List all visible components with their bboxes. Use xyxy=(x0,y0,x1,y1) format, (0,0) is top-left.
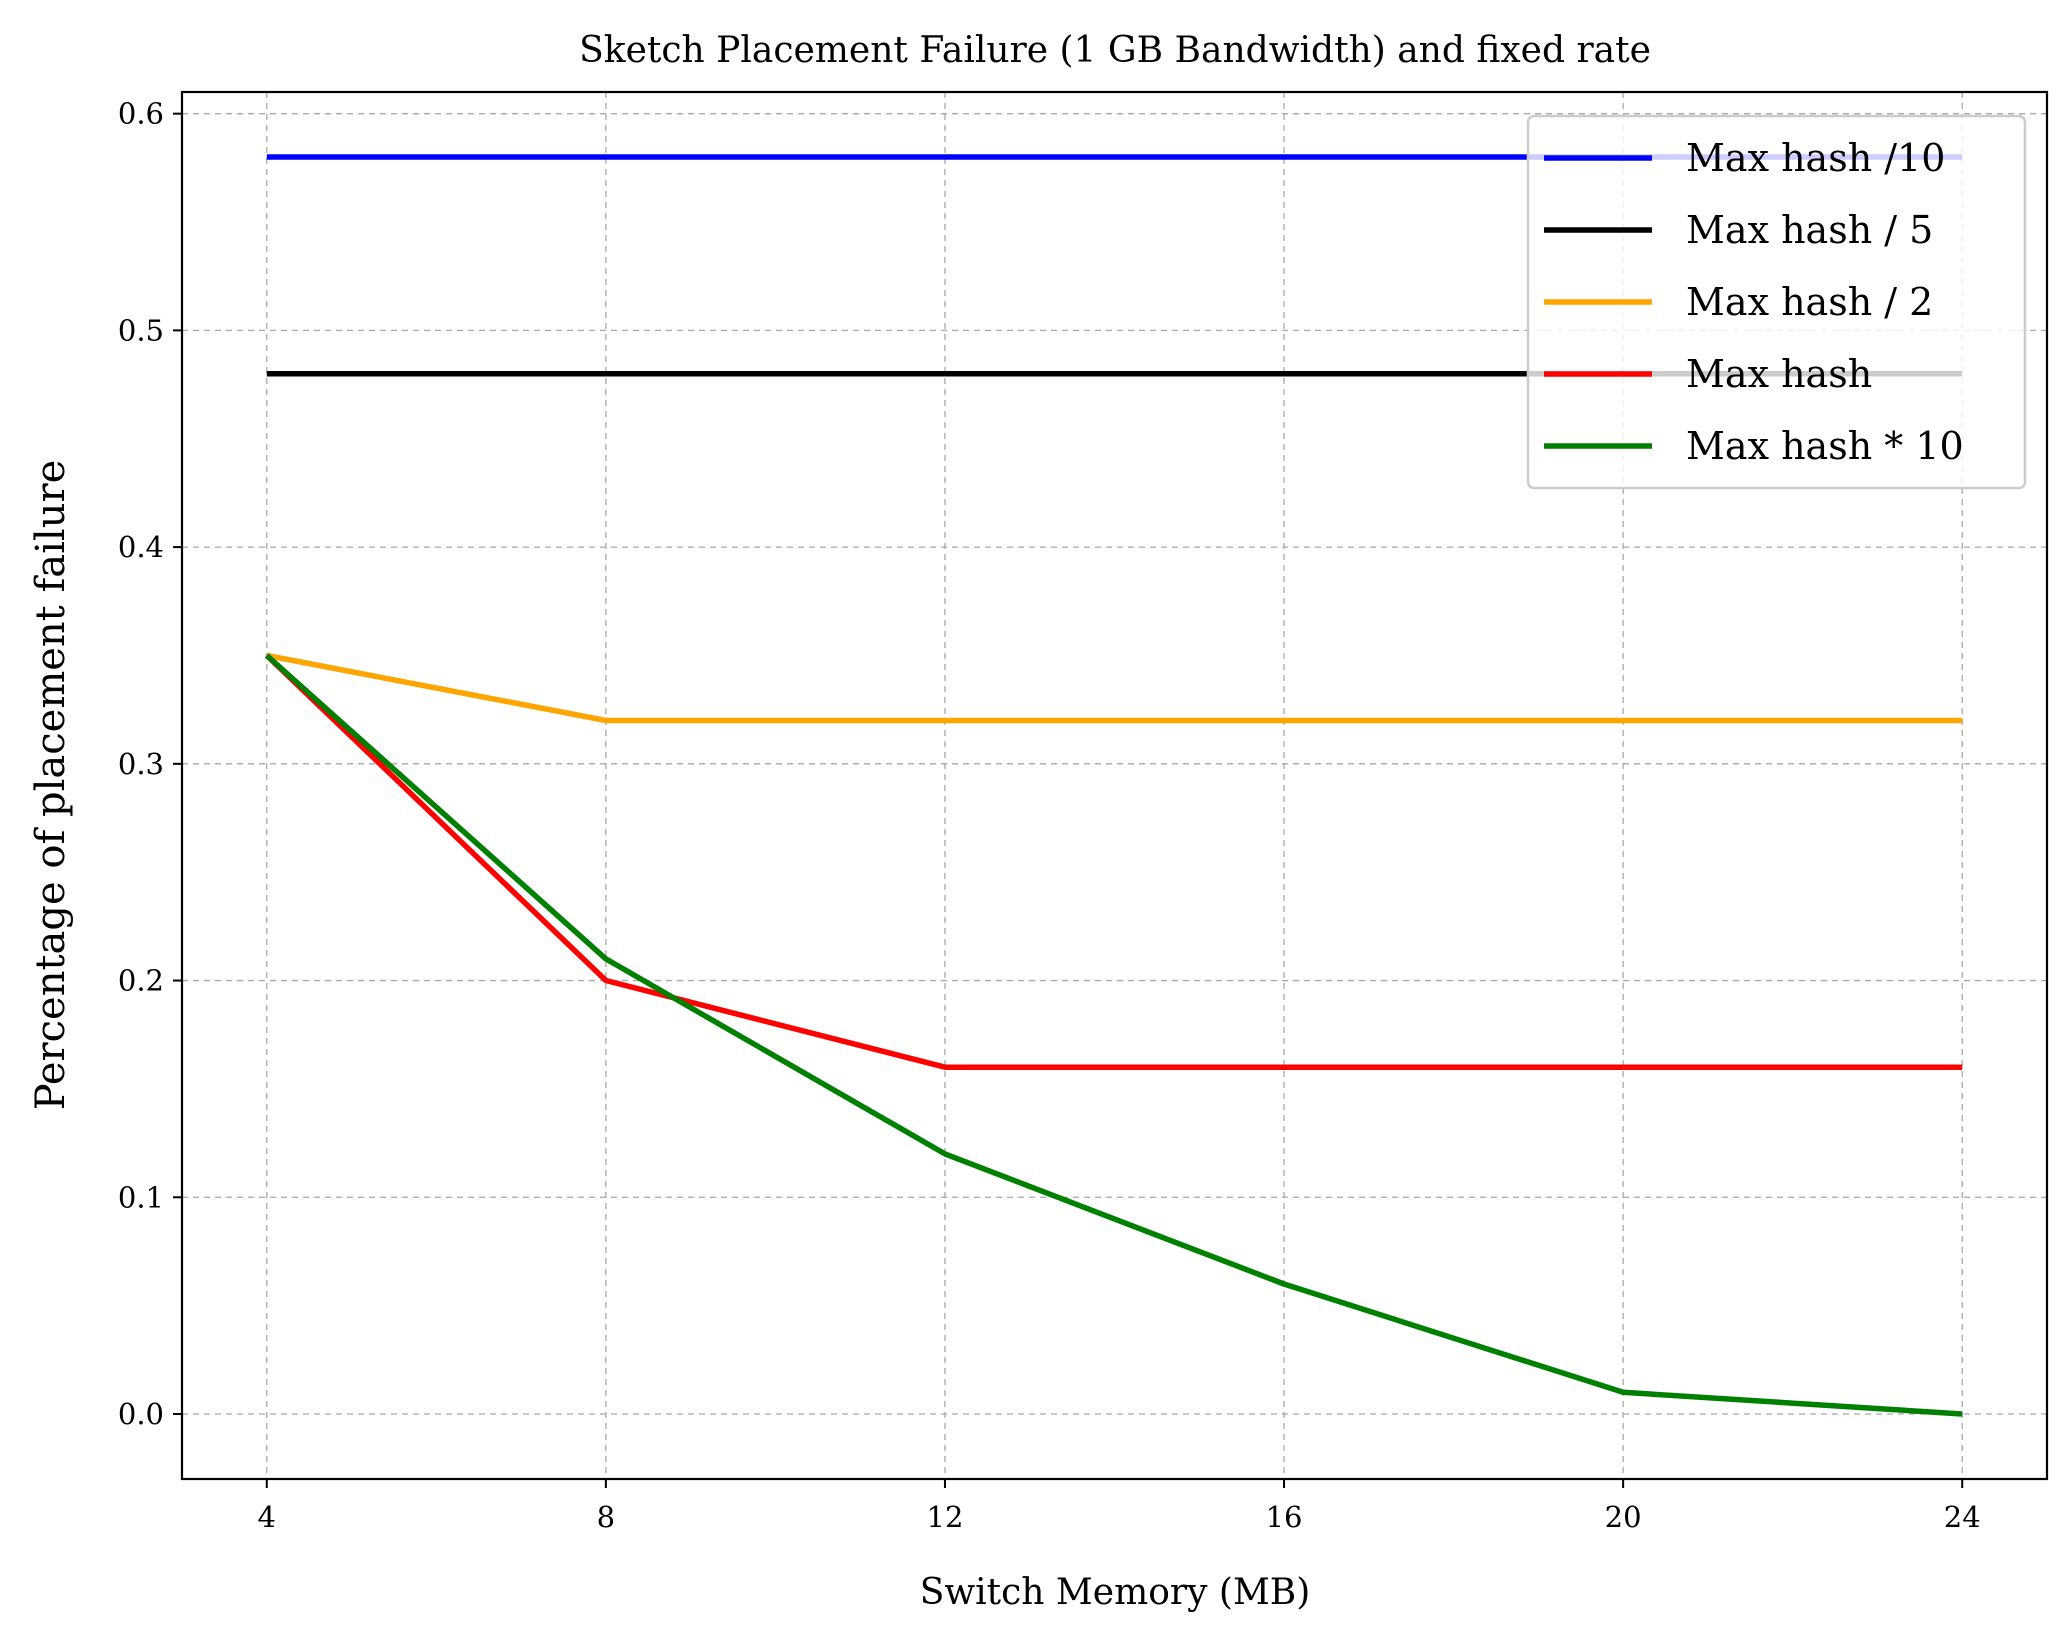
legend-label: Max hash / 2 xyxy=(1686,280,1933,324)
legend-label: Max hash /10 xyxy=(1686,136,1945,180)
x-tick-label: 24 xyxy=(1944,1500,1981,1534)
y-tick-label: 0.4 xyxy=(118,530,164,564)
legend-label: Max hash / 5 xyxy=(1686,208,1933,252)
legend: Max hash /10 Max hash / 5 Max hash / 2 Max … xyxy=(1526,114,2027,490)
x-tick-label: 16 xyxy=(1266,1500,1303,1534)
legend-label: Max hash xyxy=(1686,352,1872,396)
y-axis-title: Percentage of placement failure xyxy=(28,460,74,1111)
y-tick-label: 0.0 xyxy=(118,1397,164,1431)
plot-frame xyxy=(180,90,2049,1481)
series-line-3 xyxy=(266,652,1963,724)
y-tick-label: 0.6 xyxy=(118,97,164,131)
x-axis-title: Switch Memory (MB) xyxy=(920,1572,1311,1613)
x-axis-ticks: 4 8 12 16 20 24 xyxy=(258,1479,1981,1534)
x-tick-label: 4 xyxy=(258,1500,276,1534)
y-tick-label: 0.3 xyxy=(118,747,164,781)
chart-title: Sketch Placement Failure (1 GB Bandwidth… xyxy=(579,30,1651,71)
y-tick-label: 0.1 xyxy=(118,1180,164,1214)
x-tick-label: 20 xyxy=(1605,1500,1642,1534)
legend-label: Max hash * 10 xyxy=(1686,424,1964,468)
x-tick-label: 8 xyxy=(597,1500,615,1534)
y-axis-ticks: 0.0 0.1 0.2 0.3 0.4 0.5 0.6 xyxy=(118,97,182,1431)
y-tick-label: 0.2 xyxy=(118,964,164,998)
x-tick-label: 12 xyxy=(927,1500,964,1534)
y-tick-label: 0.5 xyxy=(118,313,164,347)
series-line-5 xyxy=(264,653,1963,1417)
series-line-4 xyxy=(264,653,1963,1070)
legend-box xyxy=(1526,114,2027,490)
